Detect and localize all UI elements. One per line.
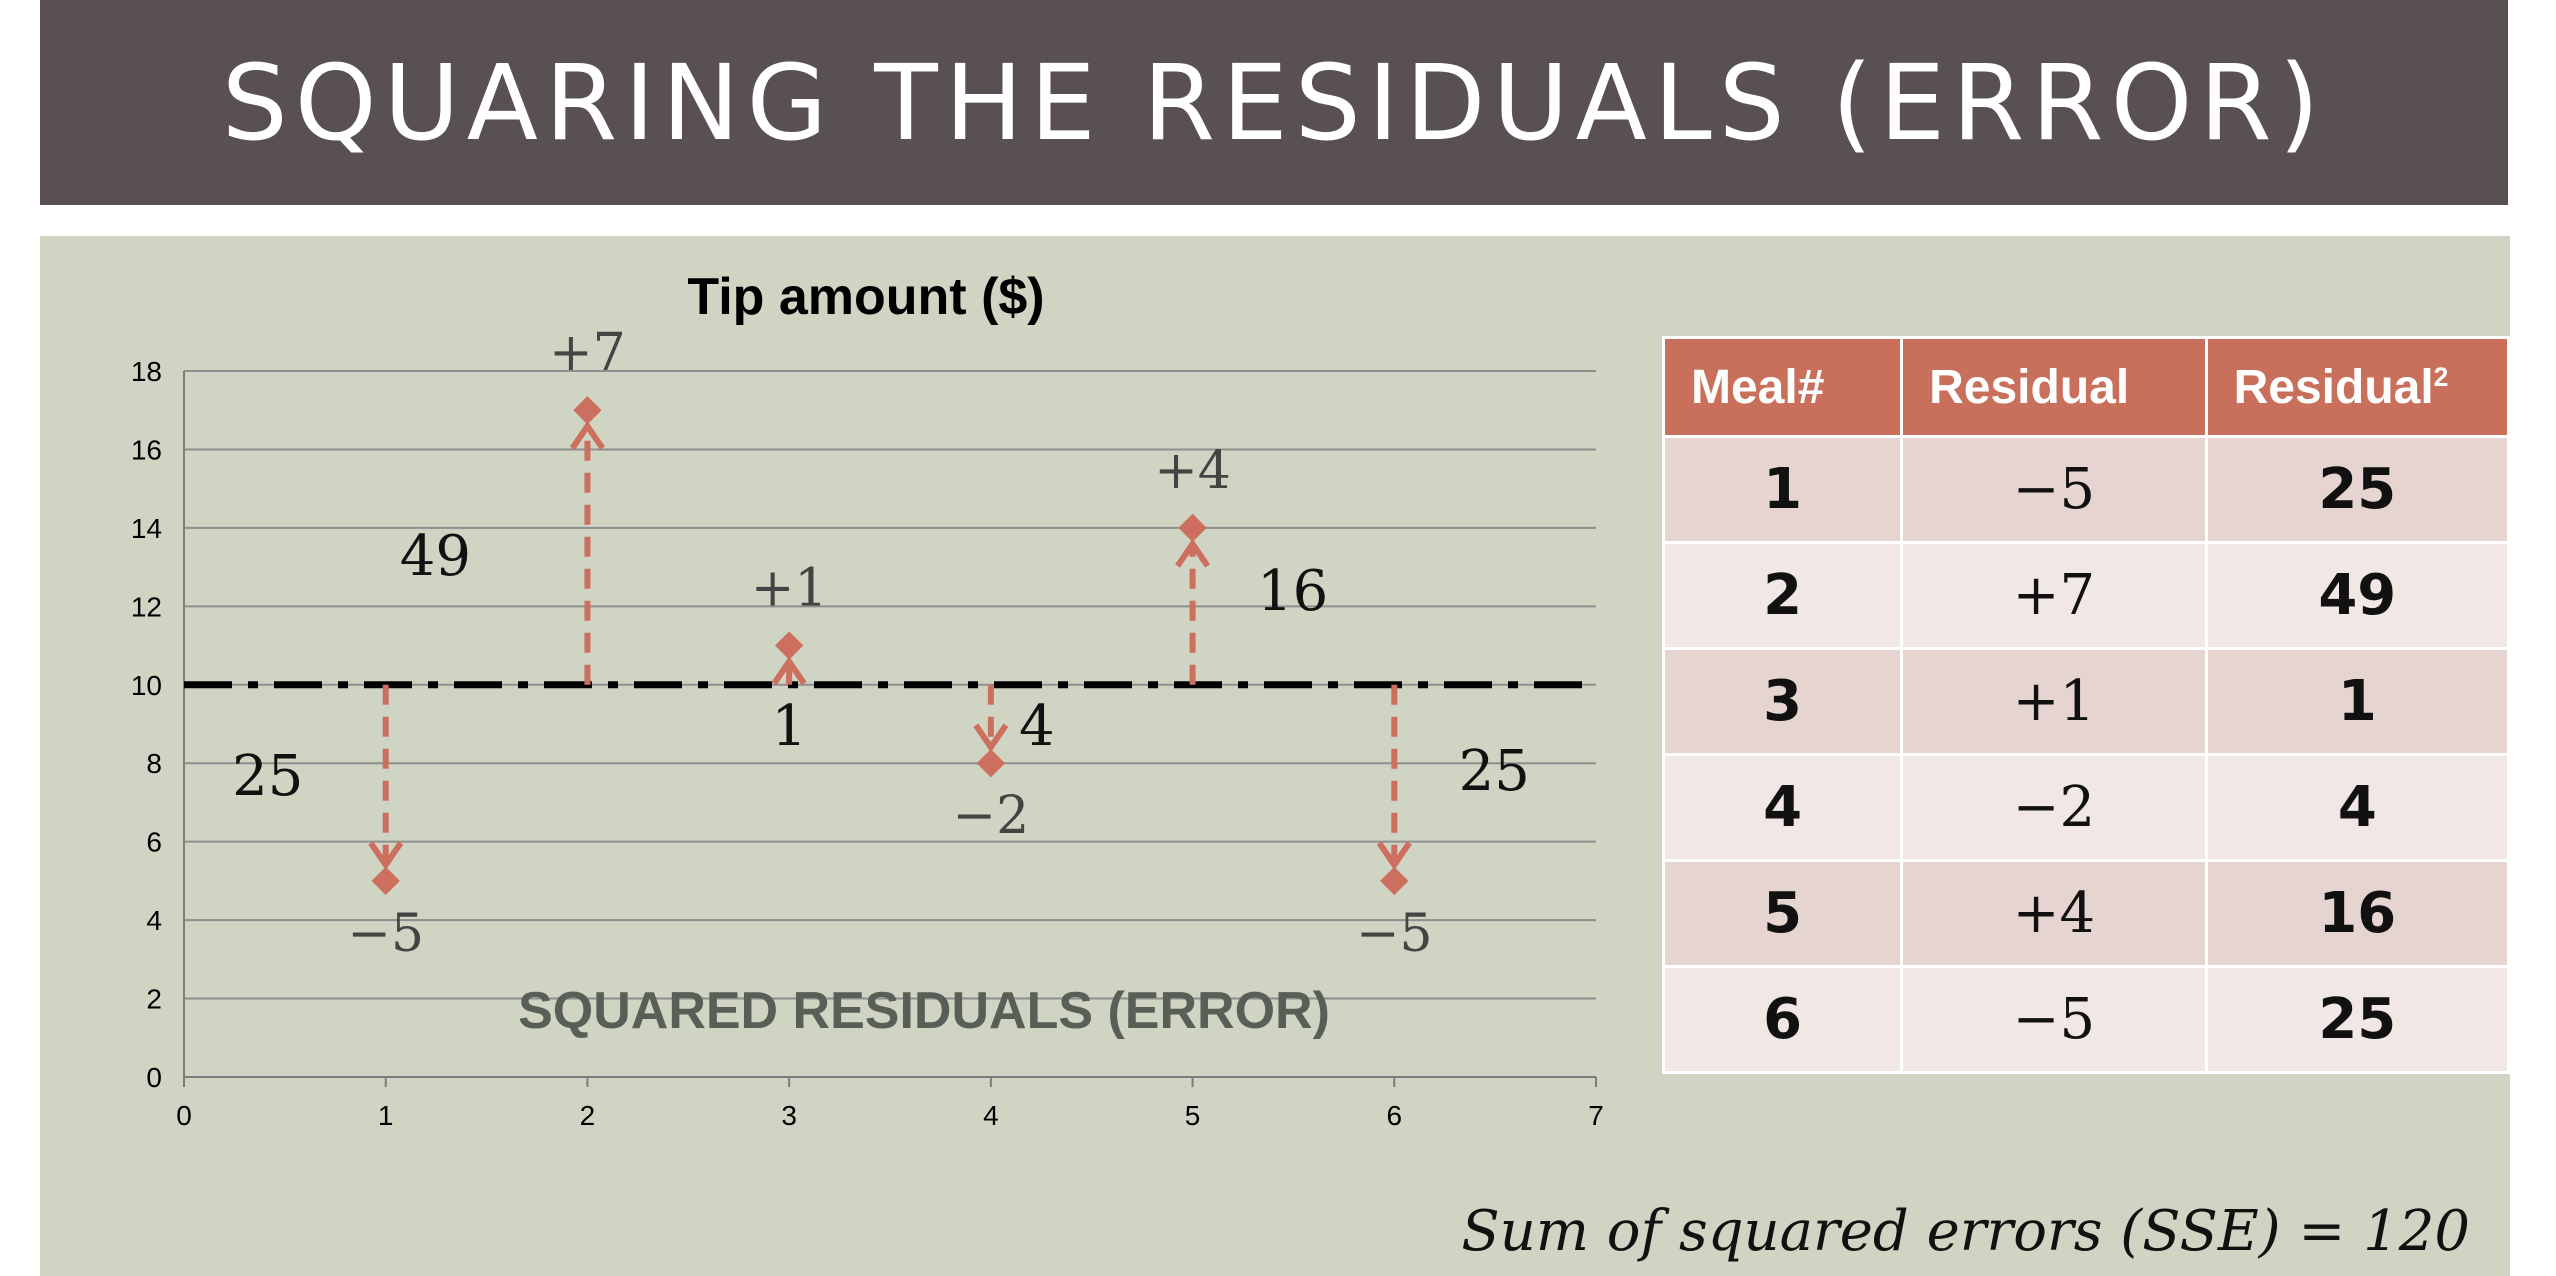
data-point [371, 866, 400, 896]
y-tick-label: 4 [146, 905, 162, 936]
header-residual: Residual [1900, 336, 2208, 438]
cell-meal: 3 [1661, 647, 1904, 756]
x-tick-label: 0 [176, 1100, 192, 1131]
table-row: 2 +7 49 [1661, 541, 2511, 650]
data-point [573, 396, 602, 425]
cell-residual: +7 [1900, 541, 2208, 650]
cell-meal: 6 [1661, 965, 1904, 1074]
arrow-head [973, 723, 1009, 753]
residual-label: +4 [1154, 441, 1231, 501]
cell-residual: +4 [1900, 859, 2208, 968]
x-tick-label: 3 [781, 1100, 797, 1131]
squared-label: 25 [1459, 739, 1530, 804]
table-row: 6 −5 25 [1661, 965, 2511, 1074]
y-tick-label: 16 [131, 434, 162, 465]
x-tick-label: 6 [1386, 1100, 1402, 1131]
residual-label: −2 [953, 786, 1030, 846]
cell-squared: 4 [2204, 753, 2511, 862]
cell-meal: 2 [1661, 541, 1904, 650]
cell-meal: 1 [1661, 435, 1904, 544]
arrow-head [569, 420, 605, 450]
table-row: 5 +4 16 [1661, 859, 2511, 968]
cell-squared: 25 [2204, 435, 2511, 544]
arrow-head [368, 841, 404, 871]
cell-residual: −5 [1900, 435, 2208, 544]
table-header-row: Meal# Residual Residual2 [1661, 336, 2511, 438]
data-point [1178, 513, 1207, 543]
x-tick-label: 5 [1185, 1100, 1201, 1131]
cell-squared: 25 [2204, 965, 2511, 1074]
residual-table: Meal# Residual Residual2 1 −5 25 2 +7 49 3 +1 1 4… [1661, 336, 2511, 1074]
chart-annotation: SQUARED RESIDUALS (ERROR) [518, 982, 1330, 1040]
table-row: 3 +1 1 [1661, 647, 2511, 756]
data-point [1380, 866, 1409, 896]
y-tick-label: 12 [131, 591, 162, 622]
header-residual-squared: Residual2 [2204, 336, 2511, 438]
squared-label: 49 [400, 524, 471, 589]
sse-equation: Sum of squared errors (SSE) = 120 [1461, 1199, 2470, 1264]
y-tick-label: 14 [131, 513, 162, 544]
header-meal: Meal# [1661, 336, 1904, 438]
y-tick-label: 8 [146, 748, 162, 779]
cell-residual: +1 [1900, 647, 2208, 756]
cell-residual: −5 [1900, 965, 2208, 1074]
title-banner: SQUARING THE RESIDUALS (ERROR) [40, 0, 2508, 205]
x-tick-label: 4 [983, 1100, 999, 1131]
residual-label: +7 [549, 323, 626, 383]
cell-meal: 5 [1661, 859, 1904, 968]
residual-label: −5 [1356, 904, 1433, 964]
squared-label: 4 [1019, 694, 1055, 759]
squared-label: 16 [1257, 559, 1328, 624]
residual-label: +1 [751, 559, 828, 619]
y-tick-label: 0 [146, 1062, 162, 1093]
squared-label: 1 [771, 694, 807, 759]
x-tick-label: 7 [1588, 1100, 1604, 1131]
cell-squared: 1 [2204, 647, 2511, 756]
data-point [775, 631, 804, 660]
chart-title: Tip amount ($) [687, 268, 1044, 326]
table-row: 1 −5 25 [1661, 435, 2511, 544]
squared-label: 25 [232, 744, 303, 809]
y-tick-label: 6 [146, 827, 162, 858]
residual-label: −5 [347, 904, 424, 964]
content-panel: 0 2 4 6 8 10 12 14 16 18 0 1 2 3 4 5 6 7 Tip amount ($) −5 2… [40, 236, 2511, 1276]
x-tick-label: 2 [580, 1100, 596, 1131]
y-tick-label: 2 [146, 984, 162, 1015]
arrow-head [1376, 841, 1412, 871]
y-tick-label: 18 [131, 356, 162, 387]
cell-squared: 16 [2204, 859, 2511, 968]
table-row: 4 −2 4 [1661, 753, 2511, 862]
x-tick-label: 1 [378, 1100, 394, 1131]
header-residual-squared-label: Residual [2233, 360, 2434, 414]
header-superscript: 2 [2433, 361, 2449, 392]
cell-residual: −2 [1900, 753, 2208, 862]
arrow-head [1175, 538, 1211, 568]
cell-meal: 4 [1661, 753, 1904, 862]
arrow-head [771, 656, 807, 686]
cell-squared: 49 [2204, 541, 2511, 650]
y-tick-label: 10 [131, 670, 162, 701]
data-point [976, 749, 1005, 778]
slide-title: SQUARING THE RESIDUALS (ERROR) [221, 41, 2327, 164]
